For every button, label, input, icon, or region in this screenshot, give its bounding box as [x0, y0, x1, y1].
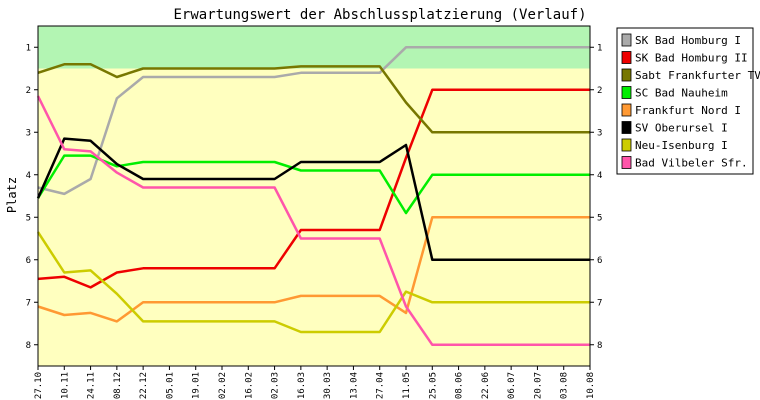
- chart-title: Erwartungswert der Abschlussplatzierung …: [173, 7, 586, 23]
- x-tick-label: 27.04: [376, 372, 386, 399]
- legend-label: Neu-Isenburg I: [635, 139, 728, 152]
- x-tick-label: 10.08: [586, 372, 596, 399]
- legend-label: SK Bad Homburg II: [635, 52, 748, 65]
- y-tick-label-right: 4: [597, 171, 602, 181]
- legend-swatch: [621, 156, 632, 169]
- x-tick-label: 06.07: [507, 372, 517, 399]
- legend-label: SV Oberursel I: [635, 122, 728, 135]
- y-tick-label-right: 5: [597, 213, 602, 223]
- x-tick-label: 08.12: [113, 372, 123, 399]
- axis-ticks: 1 1 2 2 3 3 4 4 5 5 6 6 7 7 8 8 27.10 10.11 24.11 08.12 22.1…: [26, 43, 603, 399]
- y-tick-label-right: 1: [597, 43, 602, 53]
- legend-label: SK Bad Homburg I: [635, 34, 741, 47]
- x-tick-label: 16.02: [244, 372, 254, 399]
- y-tick-label-right: 8: [597, 341, 602, 351]
- legend: SK Bad Homburg I SK Bad Homburg II Sabt Fr…: [616, 27, 760, 175]
- y-tick-label-right: 3: [597, 128, 602, 138]
- x-tick-label: 03.08: [560, 372, 570, 399]
- x-tick-label: 16.03: [297, 372, 307, 399]
- legend-swatch: [621, 86, 632, 99]
- y-tick-label-left: 8: [26, 341, 31, 351]
- series-line: [37, 46, 590, 196]
- y-tick-label-left: 2: [26, 86, 31, 96]
- y-tick-label-left: 3: [26, 128, 31, 138]
- series-lines: [36, 46, 590, 347]
- y-tick-label-right: 2: [597, 86, 602, 96]
- x-tick-label: 20.07: [533, 372, 543, 399]
- x-tick-label: 02.02: [218, 372, 228, 399]
- legend-label: Frankfurt Nord I: [635, 104, 741, 117]
- series-line: [36, 231, 590, 334]
- y-tick-label-left: 5: [26, 213, 31, 223]
- y-tick-label-left: 4: [26, 171, 31, 181]
- legend-swatch: [621, 51, 632, 64]
- series-line: [36, 154, 590, 215]
- y-tick-label-right: 7: [597, 298, 602, 308]
- x-tick-label: 10.11: [60, 372, 70, 399]
- legend-swatch: [621, 33, 632, 47]
- legend-swatch: [621, 138, 632, 152]
- plot-frame: [37, 25, 591, 367]
- x-tick-label: 22.06: [481, 372, 491, 399]
- y-tick-label-left: 6: [26, 256, 31, 266]
- x-tick-label: 08.06: [455, 372, 465, 399]
- x-tick-label: 24.11: [87, 372, 97, 399]
- series-line: [36, 137, 590, 262]
- legend-swatch: [621, 68, 632, 82]
- x-tick-label: 02.03: [271, 372, 281, 399]
- series-line: [37, 88, 590, 289]
- legend-label: Sabt Frankfurter TV: [635, 69, 760, 82]
- legend-label: Bad Vilbeler Sfr.: [635, 157, 748, 170]
- y-tick-label-left: 7: [26, 298, 31, 308]
- x-tick-label: 25.05: [428, 372, 438, 399]
- y-tick-label-right: 6: [597, 256, 602, 266]
- series-line: [37, 63, 590, 134]
- y-axis-label: Platz: [5, 177, 19, 213]
- x-tick-label: 05.01: [165, 372, 175, 399]
- x-tick-label: 19.01: [192, 372, 202, 399]
- x-tick-label: 22.12: [139, 372, 149, 399]
- legend-swatch: [621, 103, 632, 117]
- x-tick-label: 27.10: [34, 372, 44, 399]
- series-line: [37, 216, 590, 323]
- legend-box: [616, 27, 754, 175]
- y-tick-label-left: 1: [26, 43, 31, 53]
- x-tick-label: 13.04: [349, 372, 359, 399]
- series-line: [36, 95, 590, 347]
- x-tick-label: 30.03: [323, 372, 333, 399]
- legend-swatch: [621, 121, 632, 134]
- legend-label: SC Bad Nauheim: [635, 87, 728, 100]
- x-tick-label: 11.05: [402, 372, 412, 399]
